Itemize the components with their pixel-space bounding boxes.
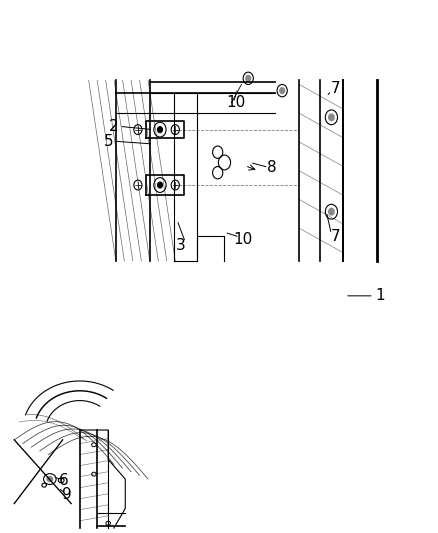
Circle shape — [47, 477, 53, 481]
Text: 1: 1 — [375, 288, 385, 303]
Text: 8: 8 — [267, 160, 277, 175]
Text: 5: 5 — [103, 134, 113, 149]
Circle shape — [158, 182, 162, 188]
Text: 2: 2 — [110, 119, 119, 134]
Text: 7: 7 — [331, 229, 341, 244]
Circle shape — [246, 76, 251, 81]
Circle shape — [158, 127, 162, 133]
Text: 9: 9 — [62, 488, 72, 503]
Text: 6: 6 — [59, 473, 69, 488]
Text: 7: 7 — [331, 81, 341, 96]
Text: 10: 10 — [227, 95, 246, 110]
Circle shape — [328, 208, 334, 215]
Circle shape — [328, 114, 334, 120]
Circle shape — [280, 88, 285, 93]
Text: 10: 10 — [233, 232, 253, 247]
Text: 3: 3 — [176, 238, 185, 253]
